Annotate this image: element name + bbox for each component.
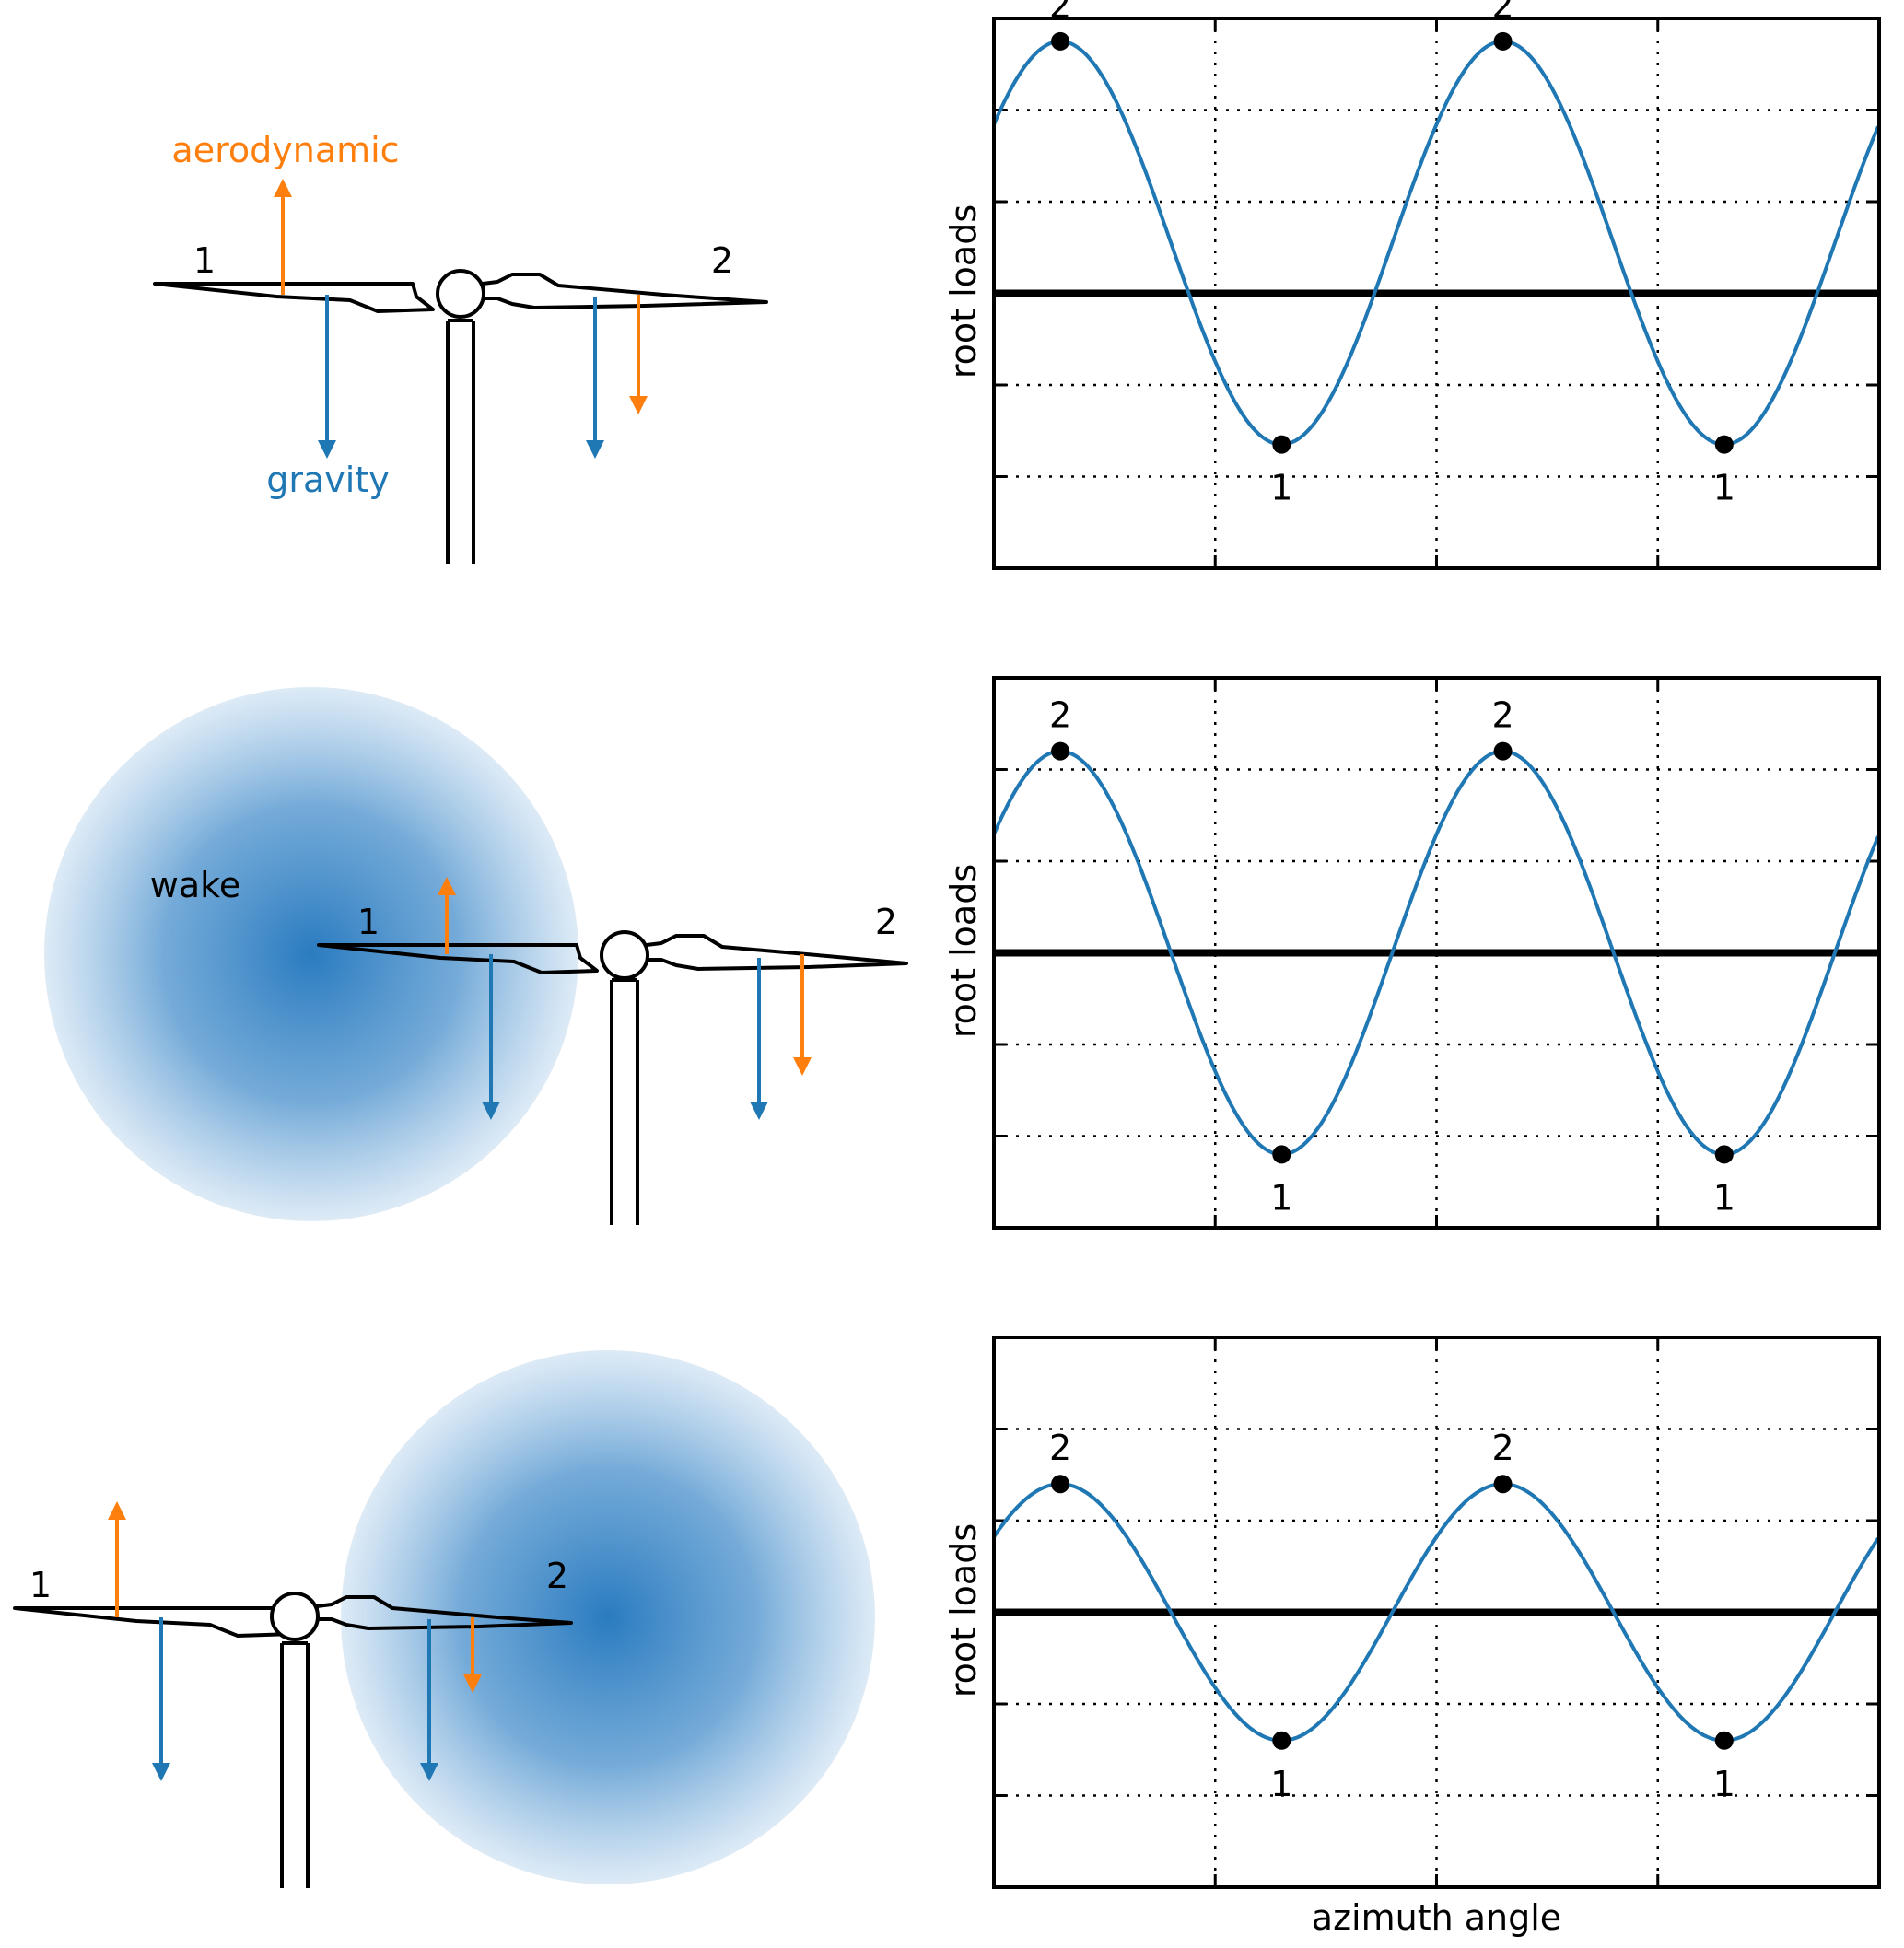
wake [341,1350,875,1884]
max-marker [1493,1475,1513,1494]
blade-right [645,934,908,971]
blade-right [315,1595,573,1630]
blade-2-label: 2 [546,1556,568,1596]
max-marker [1493,31,1513,51]
max-marker [1051,741,1070,761]
marker-label: 1 [1270,468,1292,508]
turbine-diagram-2: wake 1 2 [44,687,908,1225]
y-axis-label: root loads [943,204,984,379]
marker-label: 1 [1270,1177,1292,1218]
blade-left [317,943,599,974]
tower [610,978,639,1225]
marker-label: 2 [1049,1428,1071,1468]
grid [994,18,1879,568]
marker-label: 1 [1713,1764,1735,1804]
blade-left [13,1606,295,1638]
root-load-charts: 2 1 2 1 root loads 2 1 2 1 root loads 2 1 2 1 root loa… [943,0,1881,1938]
chart-1: 2 1 2 1 root loads [943,0,1881,570]
marker-label: 2 [1049,0,1071,26]
hub [436,269,485,319]
turbine-diagram-3: 1 2 [13,1350,875,1888]
hub [600,930,649,980]
extrema-markers: 2 1 2 1 [1049,1428,1735,1804]
x-axis-label: azimuth angle [1312,1897,1561,1938]
marker-label: 1 [1270,1764,1292,1804]
max-marker [1051,31,1070,51]
grid [994,678,1879,1228]
plot-frame [992,1336,1881,1889]
wake-label: wake [150,865,240,905]
blade-1-label: 1 [357,902,380,942]
marker-label: 2 [1049,695,1071,736]
min-marker [1714,1145,1734,1164]
min-marker [1272,435,1291,454]
marker-label: 2 [1491,1428,1513,1468]
tower [280,1641,310,1888]
blade-1-label: 1 [29,1565,52,1605]
marker-label: 1 [1713,1177,1735,1218]
blade-1-label: 1 [193,240,216,281]
gravity-label: gravity [266,460,389,500]
plot-frame [992,676,1881,1230]
min-marker [1272,1145,1291,1164]
plot-frame [992,17,1881,570]
turbine-diagram-1: aerodynamic gravity 1 2 [153,130,768,564]
min-marker [1272,1731,1291,1750]
grid [994,1337,1879,1887]
tower [446,319,475,564]
min-marker [1714,435,1734,454]
chart-3: 2 1 2 1 root loads azimuth angle [943,1336,1881,1938]
y-axis-label: root loads [943,864,984,1038]
y-axis-label: root loads [943,1523,984,1697]
aerodynamic-label: aerodynamic [171,130,399,170]
wake [44,687,578,1221]
min-marker [1714,1731,1734,1750]
marker-label: 2 [1491,0,1513,26]
marker-label: 2 [1491,695,1513,736]
blade-right [481,273,768,309]
blade-left [153,282,435,313]
max-marker [1493,741,1513,761]
marker-label: 1 [1713,468,1735,508]
hub [270,1592,320,1641]
chart-2: 2 1 2 1 root loads [943,676,1881,1230]
blade-2-label: 2 [711,240,733,281]
extrema-markers: 2 1 2 1 [1049,0,1735,508]
blade-2-label: 2 [875,902,897,942]
max-marker [1051,1475,1070,1494]
extrema-markers: 2 1 2 1 [1049,695,1735,1219]
